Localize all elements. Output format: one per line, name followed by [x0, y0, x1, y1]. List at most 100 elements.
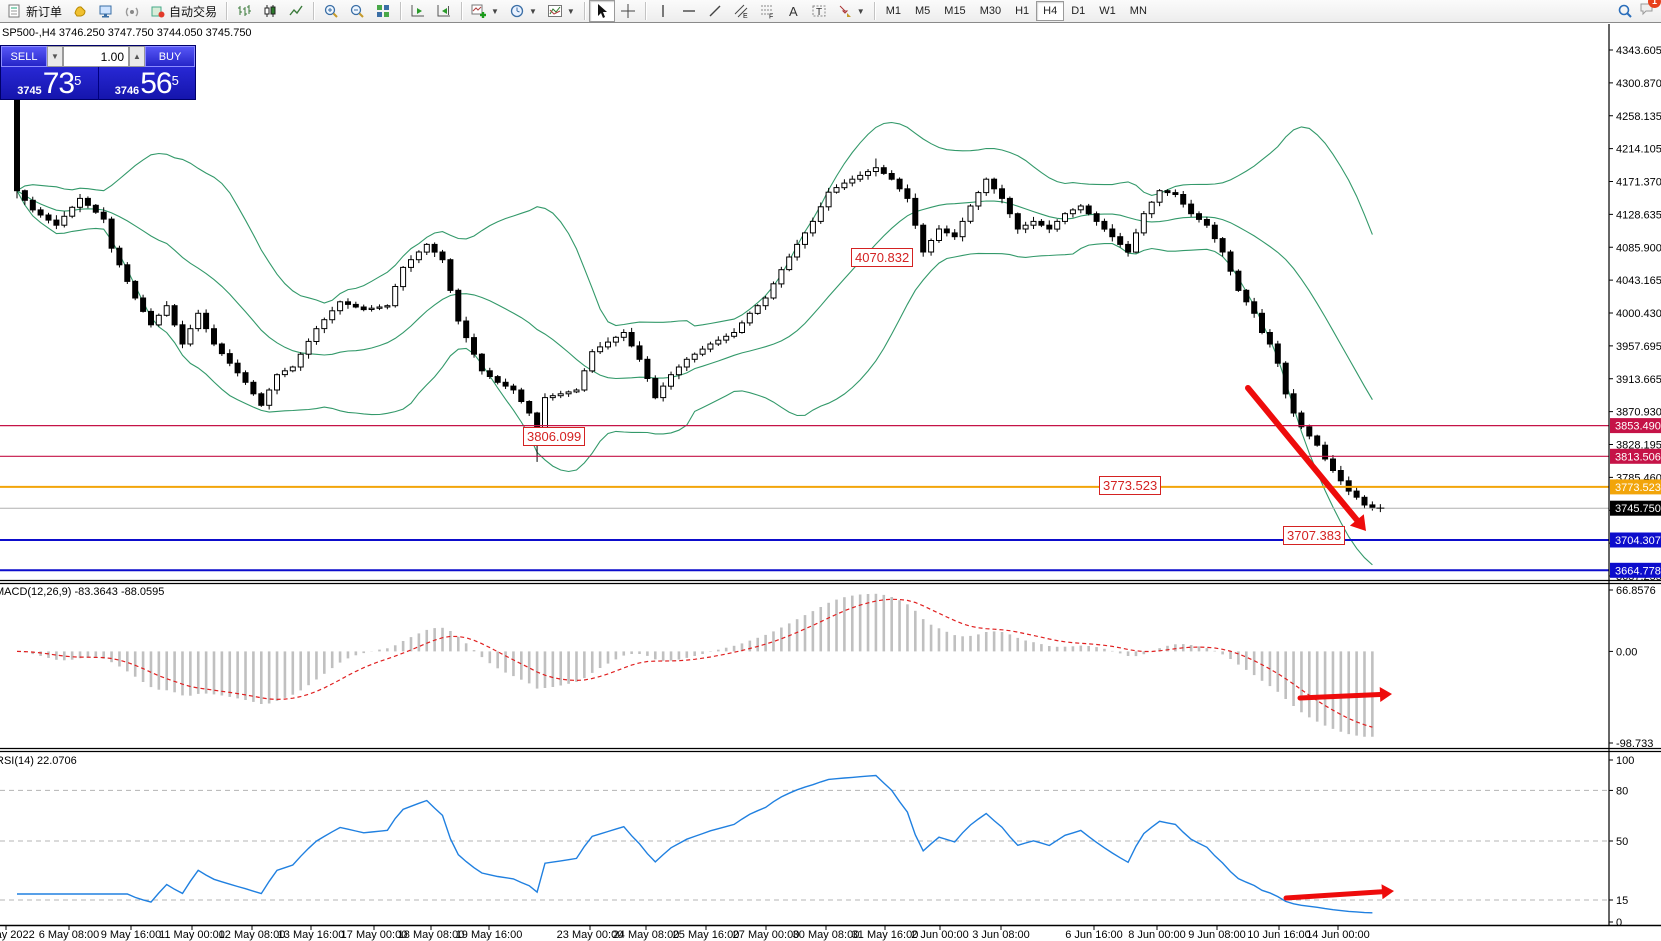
quick-trade-button[interactable]	[67, 0, 93, 22]
svg-text:-98.733: -98.733	[1616, 738, 1653, 750]
svg-text:4258.135: 4258.135	[1616, 111, 1661, 123]
ask-price[interactable]: 3746 56 5	[99, 67, 196, 100]
svg-text:8 Jun 00:00: 8 Jun 00:00	[1128, 929, 1186, 941]
volume-decrease-button[interactable]: ▼	[47, 46, 63, 67]
svg-text:11 May 00:00: 11 May 00:00	[159, 929, 225, 941]
candlestick-chart-button[interactable]	[257, 0, 283, 22]
main-chart-panel[interactable]	[0, 95, 1609, 572]
new-order-button[interactable]: 新订单	[2, 0, 67, 22]
svg-text:3853.490: 3853.490	[1615, 421, 1661, 433]
chart-ohlc-title: SP500-,H4 3746.250 3747.750 3744.050 374…	[2, 27, 252, 39]
notifications-button[interactable]: 1	[1639, 0, 1661, 22]
tab-timeframe-w1[interactable]: W1	[1099, 5, 1116, 17]
arrows-button[interactable]: ▼	[832, 0, 870, 22]
fibonacci-button[interactable]: F	[754, 0, 780, 22]
tab-timeframe-m15[interactable]: M15	[944, 5, 966, 17]
terminal-icon	[99, 5, 112, 18]
bid-price-sup: 5	[74, 73, 82, 88]
svg-text:0.00: 0.00	[1616, 646, 1637, 658]
svg-text:12 May 08:00: 12 May 08:00	[219, 929, 286, 941]
quick-trade-icon	[74, 6, 86, 17]
toolbar-separator	[583, 2, 585, 20]
bollinger-upper-band	[16, 121, 1373, 327]
volume-input[interactable]	[63, 46, 129, 67]
svg-text:23 May 00:00: 23 May 00:00	[557, 929, 624, 941]
line-chart-button[interactable]	[283, 0, 309, 22]
tab-timeframe-h1[interactable]: H1	[1015, 5, 1030, 17]
autotrade-icon	[151, 6, 165, 18]
last-price-marker	[1376, 504, 1385, 513]
svg-text:14 Jun 00:00: 14 Jun 00:00	[1306, 929, 1370, 941]
zoom-in-button[interactable]	[318, 0, 344, 22]
price-callout[interactable]: 3806.099	[523, 427, 586, 446]
crosshair-button[interactable]	[615, 0, 641, 22]
price-callout[interactable]: 3773.523	[1099, 476, 1162, 495]
terminal-button[interactable]	[93, 0, 119, 22]
cursor-button[interactable]	[588, 0, 615, 22]
bollinger-lower-band	[16, 190, 1373, 566]
trend-arrows[interactable]	[1245, 385, 1394, 901]
tab-timeframe-d1[interactable]: D1	[1071, 5, 1086, 17]
sell-button[interactable]: SELL	[1, 46, 47, 67]
tab-timeframe-mn[interactable]: MN	[1129, 5, 1147, 17]
price-callout[interactable]: 3707.383	[1283, 526, 1346, 545]
auto-scroll-button[interactable]	[405, 0, 431, 22]
vertical-line-icon	[662, 5, 664, 17]
svg-text:27 May 00:00: 27 May 00:00	[733, 929, 800, 941]
text-button[interactable]: A	[780, 0, 806, 22]
svg-text:3704.307: 3704.307	[1615, 535, 1661, 547]
horizontal-line-button[interactable]	[676, 0, 702, 22]
autotrade-button[interactable]: 自动交易	[145, 0, 222, 22]
svg-text:A: A	[789, 4, 798, 19]
new-order-label: 新订单	[26, 4, 63, 19]
svg-text:E: E	[743, 13, 748, 19]
chevron-down-icon: ▼	[528, 6, 537, 16]
tab-timeframe-h4[interactable]: H4	[1036, 1, 1065, 21]
tab-timeframe-m5[interactable]: M5	[915, 5, 931, 17]
indicators-icon	[547, 5, 562, 17]
bid-price[interactable]: 3745 73 5	[1, 67, 99, 100]
vertical-line-button[interactable]	[650, 0, 676, 22]
zoom-out-button[interactable]	[344, 0, 370, 22]
svg-text:3870.930: 3870.930	[1616, 407, 1661, 419]
trendline-icon	[709, 5, 721, 17]
tile-windows-icon	[377, 5, 390, 17]
new-chart-icon	[471, 4, 487, 18]
horizontal-level-lines[interactable]	[0, 425, 1609, 572]
toolbar-separator	[400, 2, 402, 20]
crosshair-icon	[620, 4, 635, 18]
buy-button[interactable]: BUY	[145, 46, 195, 67]
auto-scroll-icon	[411, 5, 425, 17]
new-chart-button[interactable]: ▼	[466, 0, 504, 22]
tab-timeframe-m1[interactable]: M1	[885, 5, 901, 17]
bar-chart-button[interactable]	[231, 0, 257, 22]
tab-timeframe-m30[interactable]: M30	[979, 5, 1002, 17]
svg-text:6 Jun 16:00: 6 Jun 16:00	[1065, 929, 1123, 941]
volume-increase-button[interactable]: ▲	[129, 46, 145, 67]
rsi-line	[17, 774, 1373, 914]
signal-button[interactable]	[119, 0, 145, 22]
svg-text:6 May 08:00: 6 May 08:00	[39, 929, 100, 941]
indicators-button[interactable]: ▼	[542, 0, 580, 22]
profiles-button[interactable]: ▼	[504, 0, 542, 22]
svg-text:4128.635: 4128.635	[1616, 209, 1661, 221]
trendline-button[interactable]	[702, 0, 728, 22]
price-callout[interactable]: 4070.832	[851, 248, 914, 267]
channel-button[interactable]: E	[728, 0, 754, 22]
macd-signal-line	[16, 598, 1373, 728]
text-label-button[interactable]: T	[806, 0, 832, 22]
tile-windows-button[interactable]	[370, 0, 396, 22]
search-icon[interactable]	[1617, 3, 1633, 19]
svg-text:4300.870: 4300.870	[1616, 78, 1661, 90]
svg-text:50: 50	[1616, 836, 1628, 848]
svg-text:0: 0	[1616, 917, 1622, 929]
chart-shift-button[interactable]	[431, 0, 457, 22]
svg-text:3828.195: 3828.195	[1616, 440, 1661, 452]
macd-panel[interactable]	[16, 593, 1374, 737]
toolbar-separator	[461, 2, 463, 20]
svg-text:4000.430: 4000.430	[1616, 308, 1661, 320]
rsi-panel[interactable]	[0, 774, 1609, 914]
